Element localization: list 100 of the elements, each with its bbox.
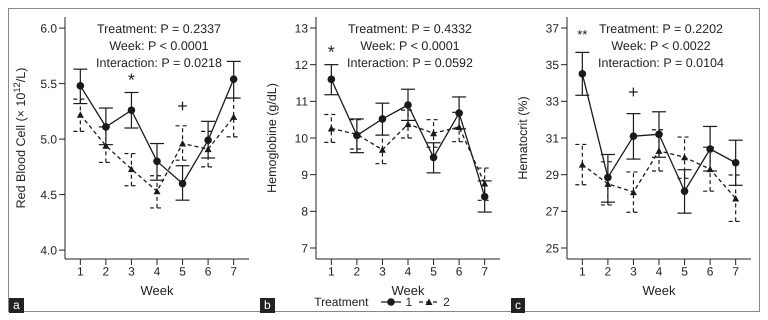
point bbox=[706, 166, 714, 172]
point bbox=[430, 130, 438, 136]
x-tick-label: 1 bbox=[578, 264, 586, 279]
annotation: Interaction: P = 0.0104 bbox=[597, 55, 725, 72]
x-tick-label: 3 bbox=[128, 264, 136, 279]
y-tick-label: 10 bbox=[294, 131, 308, 146]
x-tick-label: 7 bbox=[732, 264, 740, 279]
point bbox=[732, 195, 740, 202]
point bbox=[578, 70, 586, 78]
point bbox=[680, 187, 688, 195]
x-tick-label: 3 bbox=[630, 264, 638, 279]
x-tick-label: 1 bbox=[328, 264, 335, 279]
x-axis-title: Week bbox=[642, 283, 676, 298]
point bbox=[604, 180, 612, 187]
point bbox=[604, 174, 612, 182]
x-tick-label: 6 bbox=[706, 264, 714, 279]
annotation: * bbox=[328, 42, 335, 62]
x-tick-label: 3 bbox=[379, 264, 386, 279]
point bbox=[404, 120, 412, 128]
y-axis-title: Hematocrit (%) bbox=[516, 96, 530, 180]
point bbox=[480, 192, 488, 200]
point bbox=[430, 154, 438, 162]
point bbox=[230, 113, 238, 120]
point bbox=[153, 158, 161, 166]
point bbox=[204, 146, 212, 152]
point bbox=[655, 130, 663, 138]
annotation: Treatment: P = 0.2202 bbox=[598, 22, 724, 36]
x-tick-label: 2 bbox=[102, 264, 110, 279]
y-tick-label: 25 bbox=[546, 241, 560, 256]
point bbox=[178, 180, 186, 188]
y-tick-label: 27 bbox=[546, 204, 560, 219]
annotation: Interaction: P = 0.0218 bbox=[95, 55, 223, 72]
x-tick-label: 2 bbox=[354, 264, 361, 279]
x-axis-title: Week bbox=[392, 283, 425, 298]
y-tick-label: 7 bbox=[301, 241, 308, 256]
point bbox=[230, 75, 238, 83]
x-tick-label: 4 bbox=[404, 264, 412, 279]
point bbox=[328, 76, 336, 84]
annotation: + bbox=[177, 96, 188, 116]
point bbox=[455, 109, 463, 117]
annotation: Treatment: P = 0.2337 bbox=[96, 21, 222, 38]
x-tick-label: 5 bbox=[430, 264, 438, 279]
annotation: + bbox=[628, 82, 639, 102]
point bbox=[378, 146, 386, 153]
y-tick-label: 12 bbox=[294, 58, 308, 72]
point bbox=[102, 142, 110, 149]
x-tick-label: 6 bbox=[456, 264, 463, 279]
point bbox=[630, 188, 637, 196]
point bbox=[204, 136, 212, 144]
point bbox=[656, 147, 662, 154]
legend-label: 2 bbox=[443, 295, 450, 309]
point bbox=[481, 180, 488, 186]
annotation: * bbox=[128, 70, 135, 90]
x-tick-label: 1 bbox=[76, 264, 84, 279]
point bbox=[681, 154, 688, 160]
x-tick-label: 2 bbox=[604, 264, 612, 279]
point bbox=[378, 115, 386, 123]
annotation: Interaction: P = 0.0592 bbox=[347, 56, 473, 70]
point bbox=[76, 82, 84, 90]
point bbox=[102, 123, 110, 131]
y-tick-label: 31 bbox=[546, 131, 560, 146]
point bbox=[128, 106, 136, 114]
annotation: Week: P < 0.0022 bbox=[611, 39, 711, 53]
x-tick-label: 4 bbox=[154, 264, 161, 279]
y-tick-label: 37 bbox=[546, 21, 560, 36]
annotation: Week: P < 0.0001 bbox=[360, 39, 460, 53]
y-tick-label: 13 bbox=[294, 21, 308, 36]
x-tick-label: 4 bbox=[656, 264, 663, 279]
y-tick-label: 35 bbox=[546, 58, 560, 72]
y-tick-label: 4.0 bbox=[40, 243, 58, 258]
point bbox=[76, 111, 84, 118]
text: c bbox=[511, 298, 525, 313]
y-tick-label: 5.0 bbox=[40, 132, 58, 146]
y-axis-title: Hemoglobine (g/dL) bbox=[265, 83, 279, 193]
y-tick-label: 4.5 bbox=[40, 188, 58, 202]
x-tick-label: 6 bbox=[204, 264, 212, 279]
point bbox=[706, 145, 714, 153]
point bbox=[578, 161, 586, 168]
point bbox=[630, 132, 638, 140]
legend-label: 1 bbox=[405, 295, 412, 309]
x-tick-label: 7 bbox=[481, 264, 488, 279]
x-axis-title: Week bbox=[140, 283, 174, 298]
y-tick-label: 11 bbox=[296, 94, 308, 109]
x-tick-label: 5 bbox=[179, 264, 186, 279]
legend-title: Treatment bbox=[314, 295, 368, 309]
y-tick-label: 5.5 bbox=[40, 76, 58, 91]
x-tick-label: 5 bbox=[681, 264, 688, 279]
text: a bbox=[9, 298, 24, 313]
point bbox=[456, 124, 463, 130]
y-tick-label: 6.0 bbox=[40, 21, 58, 36]
point bbox=[328, 124, 335, 132]
text: b bbox=[260, 298, 275, 313]
point bbox=[154, 188, 160, 194]
annotation: ** bbox=[577, 26, 588, 44]
y-tick-label: 8 bbox=[301, 204, 308, 219]
y-tick-label: 33 bbox=[546, 94, 560, 109]
annotation: Week: P < 0.0001 bbox=[108, 38, 210, 55]
point bbox=[179, 140, 186, 147]
x-tick-label: 7 bbox=[230, 264, 238, 279]
point bbox=[128, 166, 135, 172]
